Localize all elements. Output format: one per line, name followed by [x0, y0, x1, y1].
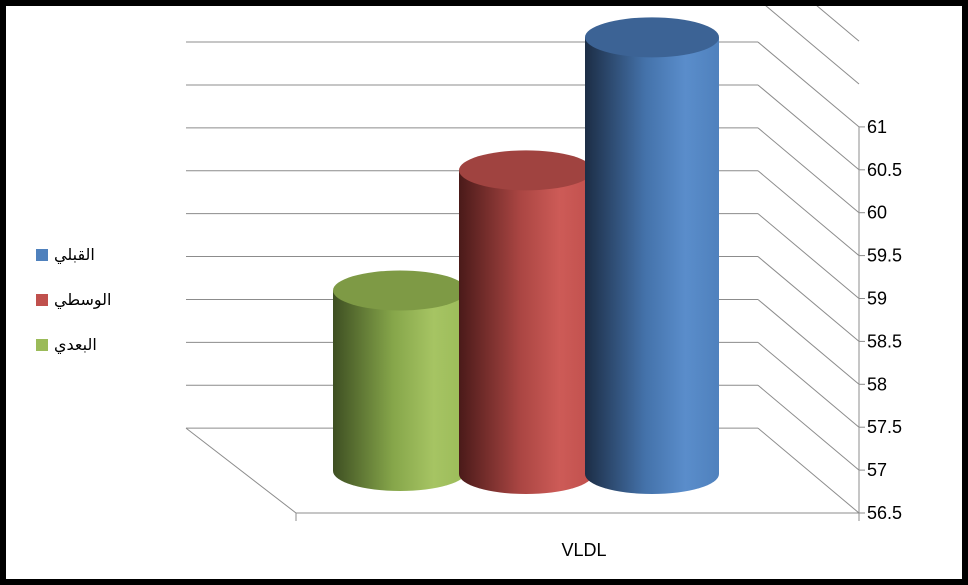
bar-body: [459, 170, 593, 494]
y-tick-label: 59: [867, 289, 887, 309]
bar-1: [459, 150, 593, 494]
bars: [333, 17, 719, 494]
legend-item-wasati: الوسطي: [36, 277, 156, 322]
gridline-side: [816, 6, 860, 42]
bar-0: [333, 270, 467, 491]
bar-body: [333, 290, 467, 491]
legend-swatch-qabli: [36, 248, 48, 261]
legend-label-wasati: الوسطي: [54, 290, 112, 309]
legend-label-baadi: البعدي: [54, 335, 97, 354]
gridline-side: [757, 256, 860, 342]
y-tick-label: 57: [867, 460, 887, 480]
y-tick-label: 60.5: [867, 160, 902, 180]
bar-top: [585, 17, 719, 58]
y-tick-label: 60: [867, 203, 887, 223]
gridline-side: [757, 170, 860, 256]
gridline-side: [757, 427, 860, 514]
gridline-side: [757, 299, 860, 385]
legend-label-qabli: القبلي: [54, 245, 95, 264]
gridline-side: [757, 127, 860, 214]
bar-top: [459, 150, 593, 191]
gridline-side: [757, 41, 860, 128]
gridline-side: [765, 6, 860, 85]
gridline-side: [757, 341, 860, 428]
y-tick-label: 59.5: [867, 246, 902, 266]
legend-swatch-wasati: [36, 293, 48, 306]
y-tick-label: 56.5: [867, 503, 902, 523]
bar-2: [585, 17, 719, 494]
y-tick-label: 61: [867, 117, 887, 137]
x-category-label: VLDL: [561, 540, 606, 560]
legend-item-qabli: القبلي: [36, 232, 156, 277]
gridline-side: [757, 384, 860, 471]
bar-top: [333, 270, 467, 311]
gridline-side: [757, 213, 860, 299]
y-tick-label: 58.5: [867, 331, 902, 351]
bar-body: [585, 37, 719, 494]
tick-labels: 56.5 57 57.5 58 58.5 59 59.5 60 60.5 61 VLDL: [561, 117, 902, 560]
chart-plot: 56.5 57 57.5 58 58.5 59 59.5 60 60.5 61 VLDL: [185, 6, 902, 560]
gridline-side: [757, 84, 860, 171]
chart-frame: 56.5 57 57.5 58 58.5 59 59.5 60 60.5 61 VLDL القبل…: [6, 6, 962, 579]
legend: القبلي الوسطي البعدي: [36, 232, 156, 367]
legend-item-baadi: البعدي: [36, 322, 156, 367]
legend-swatch-baadi: [36, 338, 48, 351]
y-tick-label: 58: [867, 374, 887, 394]
y-tick-label: 57.5: [867, 417, 902, 437]
